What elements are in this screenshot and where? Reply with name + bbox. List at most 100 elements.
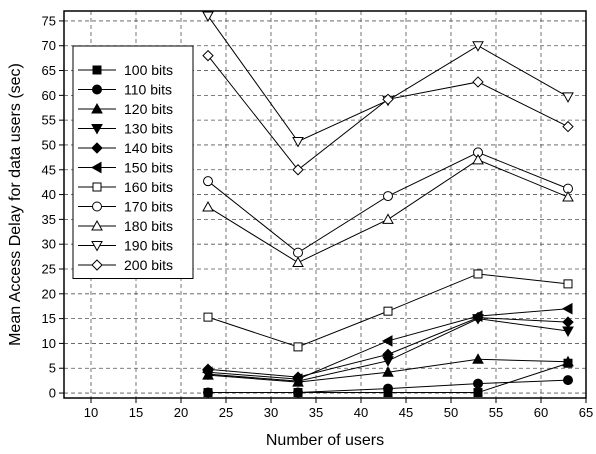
data-point xyxy=(472,41,484,52)
legend-label: 170 bits xyxy=(124,199,173,215)
series-points-180-bits xyxy=(202,153,574,268)
legend-label: 140 bits xyxy=(124,140,173,156)
legend-item-170-bits: 170 bits xyxy=(78,199,173,215)
x-tick-label: 35 xyxy=(309,405,323,420)
legend-marker xyxy=(91,124,103,135)
data-point xyxy=(202,11,214,22)
x-axis-title: Number of users xyxy=(266,432,384,449)
data-point xyxy=(563,279,573,289)
data-point xyxy=(471,310,483,322)
legend-item-140-bits: 140 bits xyxy=(78,140,173,156)
data-point xyxy=(473,378,483,389)
series-points-110-bits xyxy=(203,375,573,398)
data-point xyxy=(292,256,304,268)
legend-item-180-bits: 180 bits xyxy=(78,218,173,234)
data-point xyxy=(561,302,573,315)
y-tick-label: 20 xyxy=(42,286,56,301)
data-point xyxy=(381,335,393,347)
y-tick-label: 35 xyxy=(42,212,56,227)
legend-label: 190 bits xyxy=(124,238,173,254)
data-point xyxy=(562,120,574,133)
x-tick-label: 30 xyxy=(264,405,278,420)
data-point xyxy=(382,348,394,361)
ticks xyxy=(59,20,587,403)
series-points-200-bits xyxy=(202,49,574,176)
y-tick-label: 65 xyxy=(42,63,56,78)
data-point xyxy=(292,164,304,176)
data-point xyxy=(473,269,483,279)
series-points-160-bits xyxy=(203,269,573,352)
legend-marker xyxy=(92,201,102,212)
data-point xyxy=(562,355,574,367)
legend-marker xyxy=(91,241,103,252)
data-point xyxy=(563,375,573,386)
data-point xyxy=(382,213,394,224)
legend-item-130-bits: 130 bits xyxy=(78,121,173,137)
legend-label: 150 bits xyxy=(124,160,173,176)
data-point xyxy=(382,366,394,377)
tick-labels: 10 15 20 25 30 35 40 45 50 55 60 65 0 5 10 15 20 25 30 35 40… xyxy=(42,13,594,420)
x-tick-label: 60 xyxy=(534,405,548,420)
legend-marker xyxy=(92,65,102,75)
x-tick-label: 55 xyxy=(489,405,503,420)
legend-item-200-bits: 200 bits xyxy=(78,257,173,273)
data-point xyxy=(202,49,214,62)
data-point xyxy=(203,387,213,398)
data-point xyxy=(202,200,214,212)
data-point xyxy=(472,353,484,364)
x-tick-label: 20 xyxy=(174,405,188,420)
data-point xyxy=(562,191,574,202)
y-tick-label: 70 xyxy=(42,38,56,53)
y-tick-label: 30 xyxy=(42,237,56,252)
legend-item-110-bits: 110 bits xyxy=(78,82,172,98)
data-point xyxy=(291,373,303,385)
legend-item-160-bits: 160 bits xyxy=(78,179,173,195)
legend-label: 110 bits xyxy=(124,82,172,98)
legend-label: 130 bits xyxy=(124,121,173,137)
x-tick-label: 10 xyxy=(84,405,98,420)
x-tick-label: 25 xyxy=(219,405,233,420)
data-point xyxy=(562,92,574,103)
y-tick-label: 45 xyxy=(42,162,56,177)
y-tick-label: 25 xyxy=(42,262,56,277)
legend-item-150-bits: 150 bits xyxy=(78,160,173,176)
x-tick-label: 15 xyxy=(129,405,143,420)
legend-marker xyxy=(91,102,103,114)
x-tick-label: 65 xyxy=(579,405,593,420)
legend-label: 120 bits xyxy=(124,101,173,117)
legend-label: 180 bits xyxy=(124,218,173,234)
data-point xyxy=(473,388,483,398)
series-points-170-bits xyxy=(203,147,573,258)
legend-marker xyxy=(91,219,103,231)
x-tick-label: 50 xyxy=(444,405,458,420)
y-tick-label: 75 xyxy=(42,13,56,28)
y-tick-label: 55 xyxy=(42,113,56,128)
legend-marker xyxy=(92,182,102,192)
legend: 100 bits 110 bits 120 bits 130 bits 140 bits… xyxy=(72,45,194,279)
data-point xyxy=(472,153,484,165)
data-point xyxy=(293,247,303,258)
plot-frame xyxy=(63,10,587,399)
y-tick-label: 0 xyxy=(49,386,56,401)
data-point xyxy=(293,387,303,398)
x-tick-label: 45 xyxy=(399,405,413,420)
data-point xyxy=(203,312,213,322)
y-tick-label: 60 xyxy=(42,88,56,103)
legend-marker xyxy=(91,142,103,154)
legend-label: 200 bits xyxy=(124,257,173,273)
data-point xyxy=(203,176,213,187)
y-tick-label: 40 xyxy=(42,187,56,202)
legend-label: 160 bits xyxy=(124,179,173,195)
data-point xyxy=(383,191,393,202)
y-tick-label: 50 xyxy=(42,137,56,152)
legend-marker xyxy=(92,84,102,95)
legend-item-120-bits: 120 bits xyxy=(78,101,173,117)
y-axis-title: Mean Access Delay for data users (sec) xyxy=(7,63,24,346)
series-markers xyxy=(201,11,574,398)
data-point xyxy=(383,383,393,394)
data-point xyxy=(201,366,213,379)
y-tick-label: 15 xyxy=(42,311,56,326)
series-points-150-bits xyxy=(201,302,573,385)
data-point xyxy=(293,342,303,352)
